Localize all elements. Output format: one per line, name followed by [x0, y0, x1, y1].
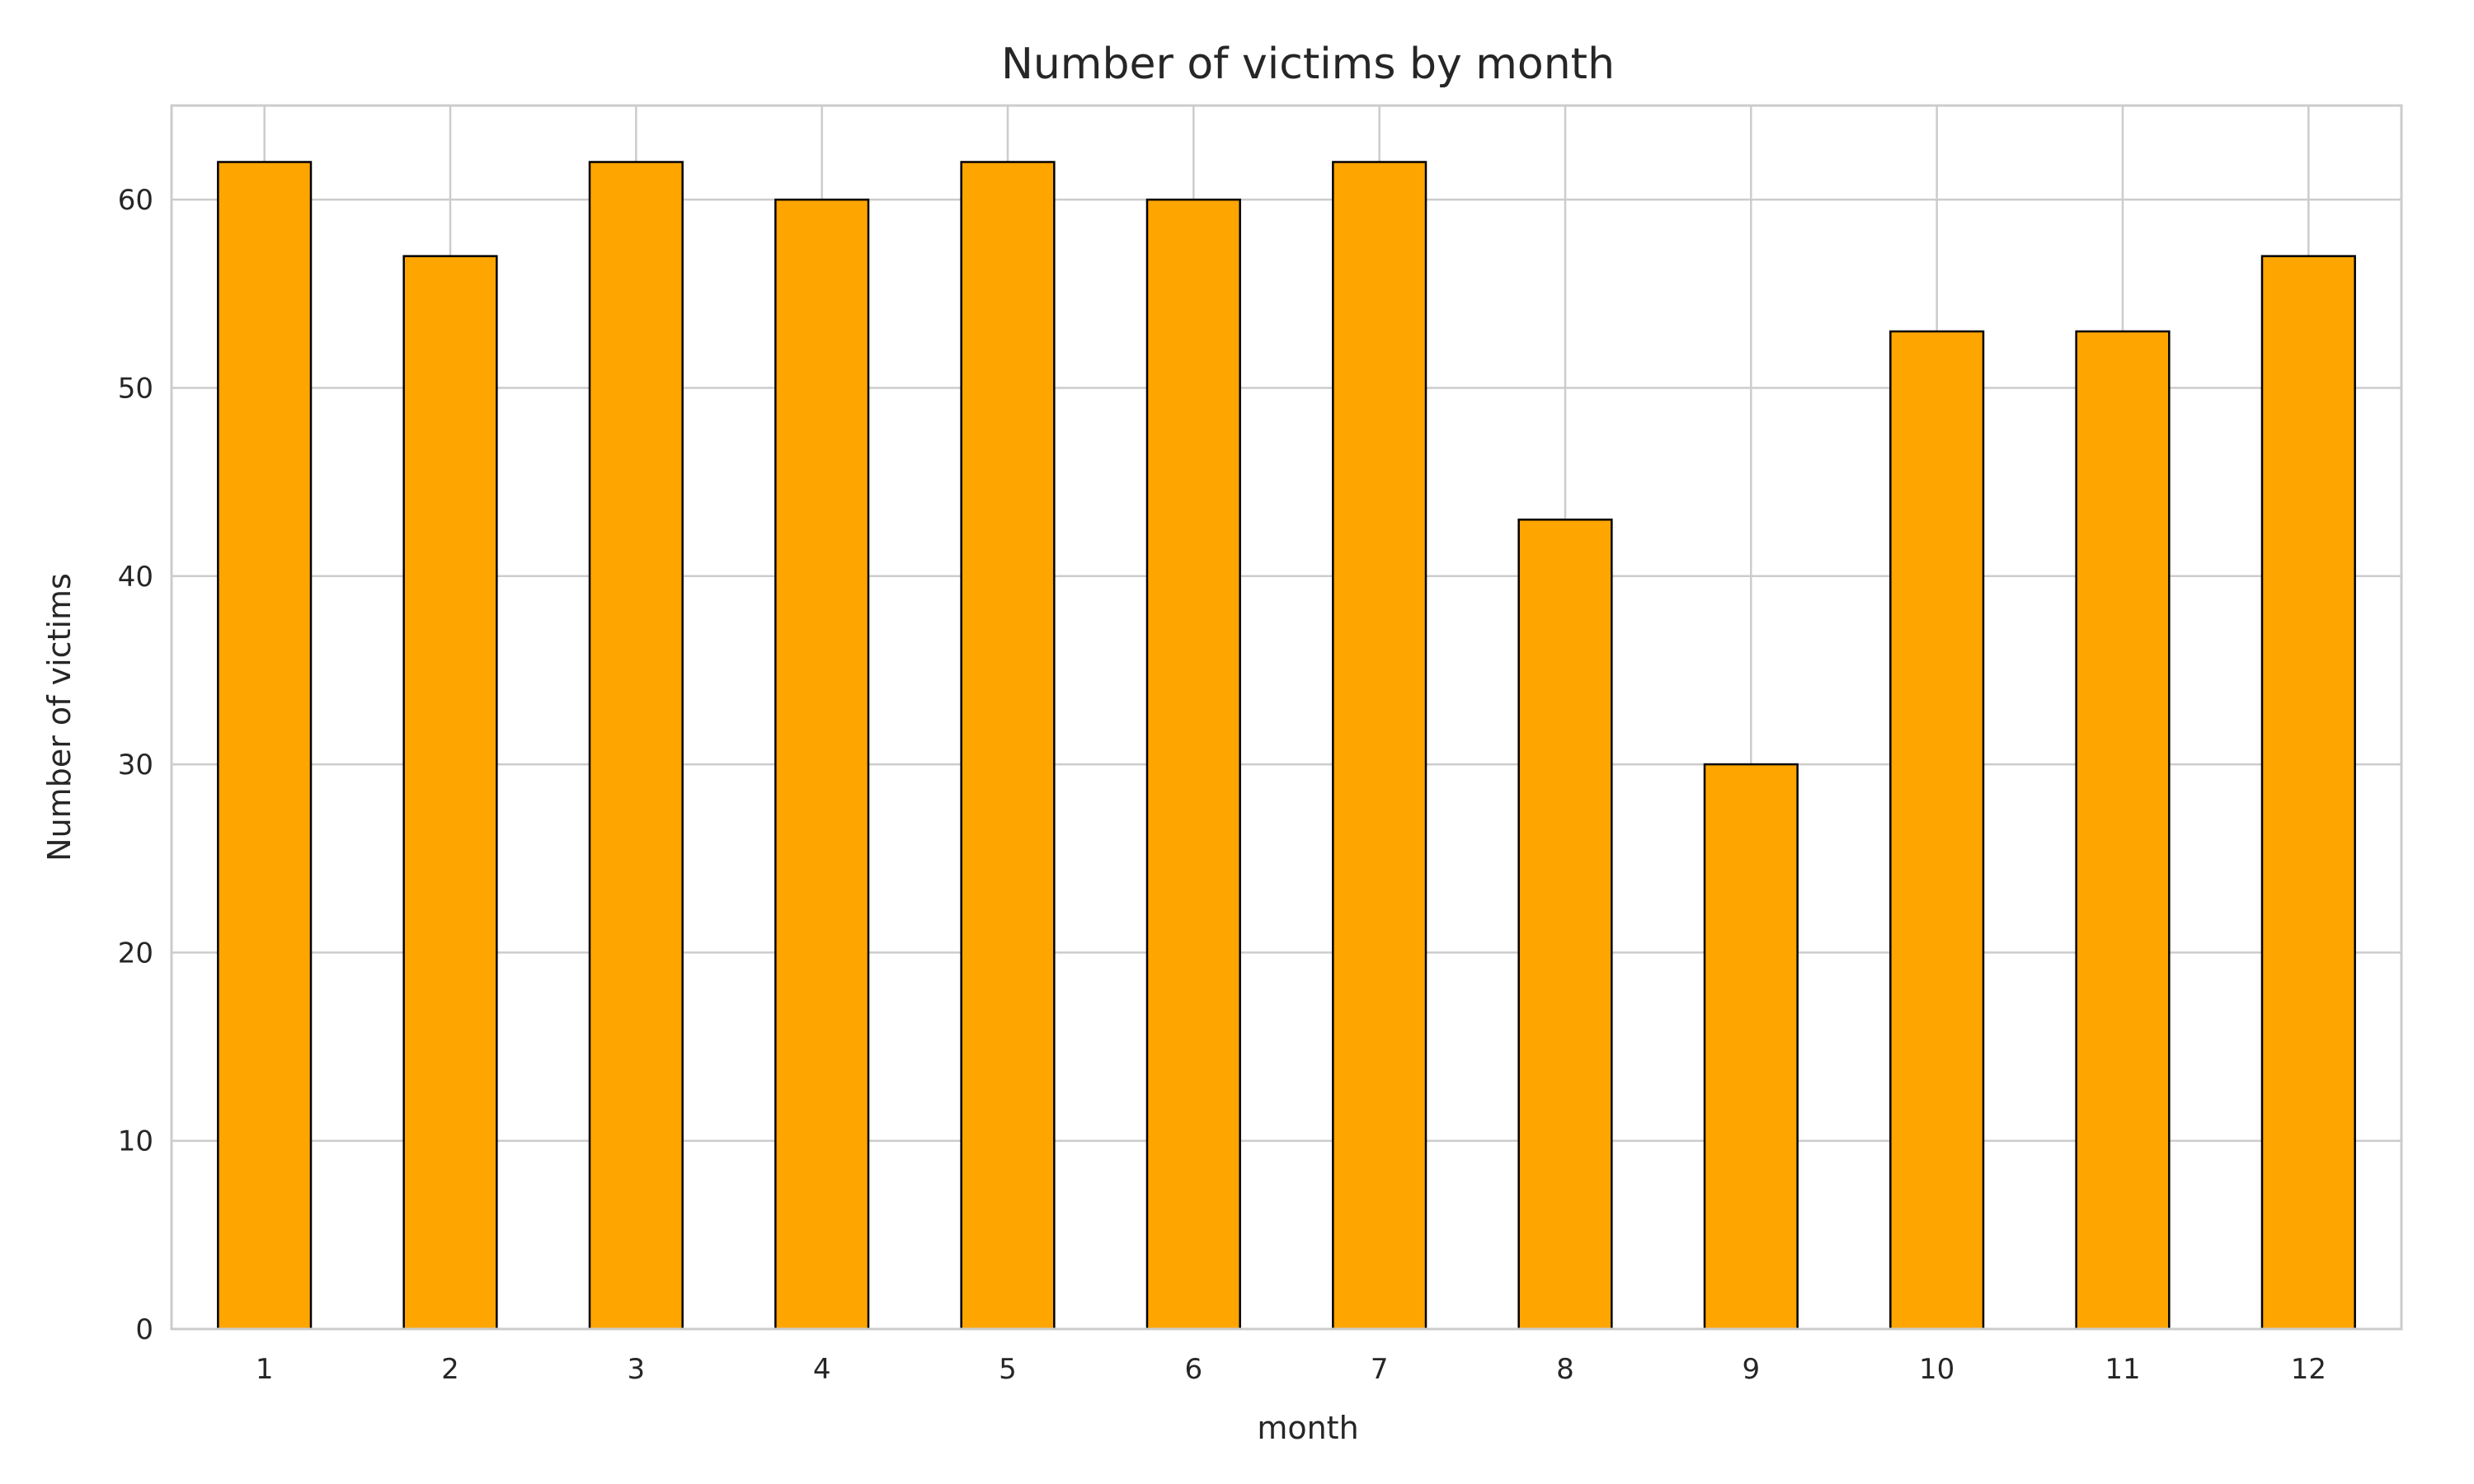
x-tick-label: 6	[1185, 1353, 1203, 1386]
x-tick-label: 12	[2291, 1353, 2326, 1386]
x-tick-label: 11	[2105, 1353, 2140, 1386]
y-tick-label: 20	[118, 937, 153, 970]
grid-lines	[172, 106, 2401, 1331]
plot-frame	[170, 104, 2403, 1331]
x-tick-label: 8	[1556, 1353, 1574, 1386]
x-tick-label: 2	[441, 1353, 459, 1386]
bar-month-3	[588, 161, 684, 1331]
x-tick-label: 7	[1371, 1353, 1389, 1386]
y-tick-label: 10	[118, 1125, 153, 1158]
bar-month-10	[1889, 330, 1985, 1331]
y-tick-label: 50	[118, 372, 153, 405]
bar-month-8	[1517, 519, 1613, 1331]
y-tick-label: 30	[118, 749, 153, 782]
bar-month-12	[2260, 255, 2356, 1331]
x-tick-label: 3	[628, 1353, 646, 1386]
x-tick-label: 4	[813, 1353, 831, 1386]
bar-month-9	[1703, 763, 1799, 1331]
x-tick-labels: 1 2 3 4 5 6 7 8 9 10 11 12	[256, 1353, 2326, 1386]
y-tick-labels: 0 10 20 30 40 50 60	[118, 184, 153, 1346]
x-tick-label: 1	[256, 1353, 274, 1386]
bar-month-7	[1332, 161, 1427, 1331]
y-tick-label: 60	[118, 184, 153, 217]
bar-month-6	[1145, 198, 1241, 1331]
bar-month-5	[960, 161, 1056, 1331]
bar-month-4	[774, 198, 870, 1331]
x-axis-label: month	[1257, 1410, 1358, 1446]
bar-month-2	[402, 255, 498, 1331]
x-tick-label: 9	[1743, 1353, 1761, 1386]
y-tick-label: 40	[118, 561, 153, 594]
chart-title: Number of victims by month	[1001, 40, 1615, 89]
y-tick-label: 0	[135, 1313, 153, 1346]
x-tick-label: 10	[1919, 1353, 1954, 1386]
y-axis-label: Number of victims	[41, 573, 78, 862]
bars	[217, 161, 2356, 1331]
bar-month-11	[2075, 330, 2171, 1331]
bar-month-1	[217, 161, 313, 1331]
x-tick-label: 5	[999, 1353, 1017, 1386]
